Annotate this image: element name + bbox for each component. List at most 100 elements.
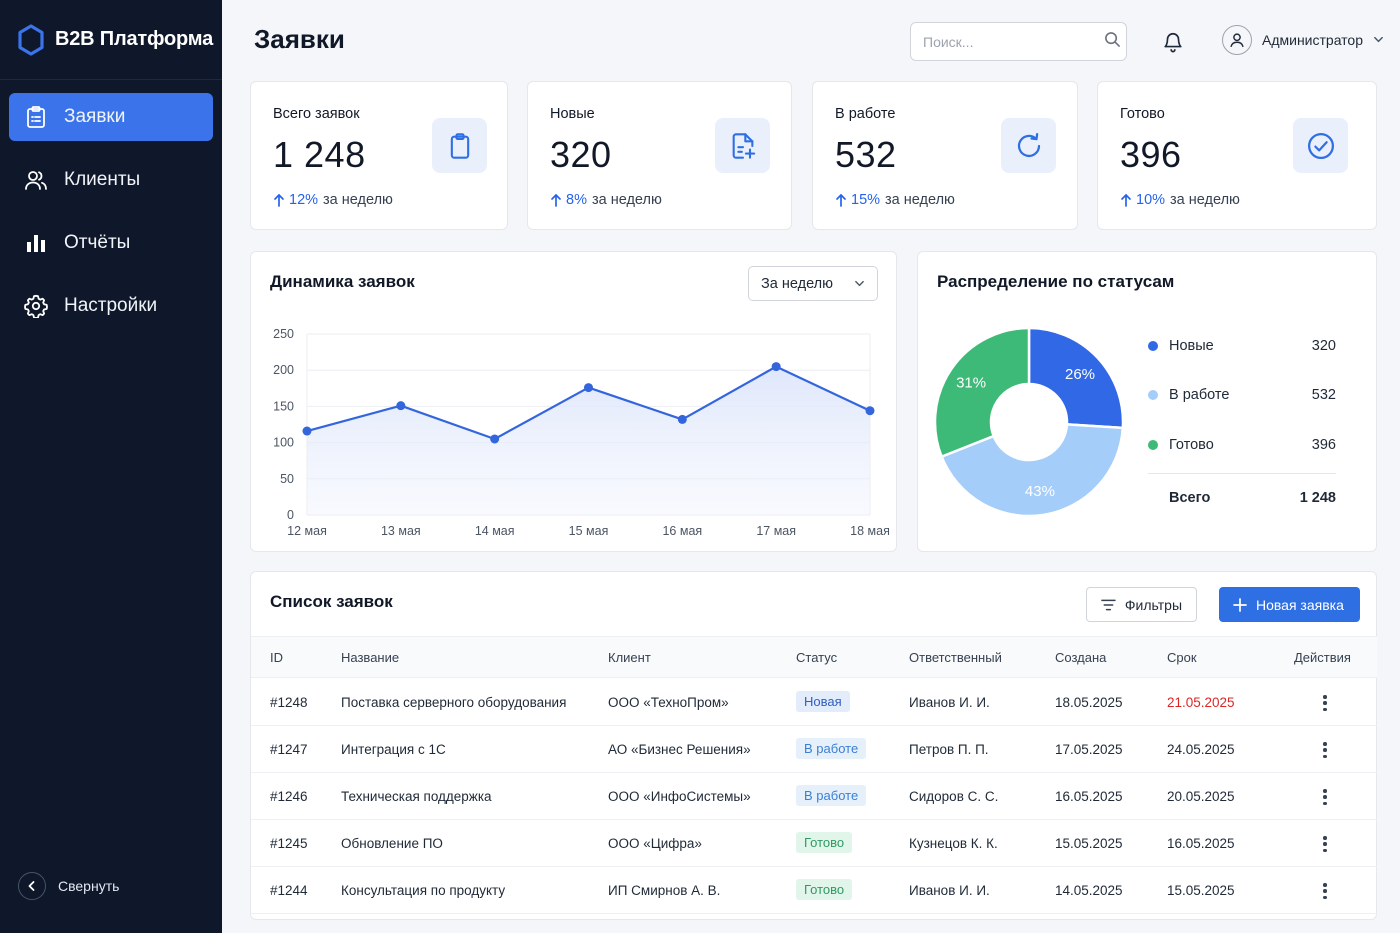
donut-slice — [1027, 326, 1125, 430]
search-box[interactable] — [910, 22, 1127, 61]
sidebar-nav: Заявки Клиенты Отчёты Настройки — [0, 80, 222, 330]
cell-id: #1245 — [270, 836, 308, 851]
filters-button[interactable]: Фильтры — [1086, 587, 1197, 622]
requests-table-panel: Список заявок Фильтры Новая заявка ID На… — [250, 571, 1377, 920]
status-badge: Готово — [796, 832, 853, 853]
distribution-title: Распределение по статусам — [937, 272, 1175, 291]
stat-trend: 12% за неделю — [273, 192, 393, 208]
bar-chart-icon — [23, 230, 49, 256]
table-row[interactable]: #1247 Интеграция с 1С АО «Бизнес Решения» В… — [251, 726, 1377, 773]
slice-label: 43% — [1025, 483, 1055, 500]
column-header-client[interactable]: Клиент — [608, 650, 651, 665]
sidebar-item-settings[interactable]: Настройки — [9, 282, 213, 330]
search-icon[interactable] — [1104, 31, 1121, 53]
table-row[interactable]: #1244 Консультация по продукту ИП Смирнов … — [251, 867, 1377, 914]
new-request-button[interactable]: Новая заявка — [1219, 587, 1360, 622]
data-point — [584, 383, 593, 393]
arrow-up-icon — [836, 194, 846, 207]
stat-percent: 12% — [289, 192, 319, 208]
avatar-icon — [1222, 25, 1252, 55]
chevron-down-icon — [1373, 32, 1384, 48]
legend-total-value: 1 248 — [1299, 490, 1336, 506]
cell-owner: Сидоров С. С. — [909, 789, 999, 804]
sidebar-item-label: Заявки — [64, 106, 126, 127]
sidebar-item-requests[interactable]: Заявки — [9, 93, 213, 141]
status-badge: Готово — [796, 879, 853, 900]
y-tick-label: 100 — [273, 436, 294, 450]
status-badge: В работе — [796, 738, 867, 759]
data-point — [490, 434, 500, 444]
period-select-value: За неделю — [761, 275, 833, 292]
stat-card-done: Готово 396 10% за неделю — [1097, 81, 1377, 230]
more-vertical-icon[interactable] — [1315, 834, 1335, 854]
data-point — [396, 401, 406, 411]
stat-card-new: Новые 320 8% за неделю — [527, 81, 792, 230]
collapse-label: Свернуть — [58, 878, 120, 894]
y-tick-label: 50 — [280, 472, 294, 486]
cell-client: ООО «Цифра» — [608, 836, 702, 851]
cell-name: Консультация по продукту — [341, 883, 506, 898]
cell-id: #1248 — [270, 695, 308, 710]
brand[interactable]: B2B Платформа — [0, 0, 222, 80]
more-vertical-icon[interactable] — [1315, 740, 1335, 760]
cell-client: АО «Бизнес Решения» — [608, 742, 751, 757]
stat-trend: 15% за неделю — [835, 192, 955, 208]
donut-slice — [933, 326, 1031, 459]
legend-value: 532 — [1311, 387, 1336, 403]
cell-owner: Иванов И. И. — [909, 883, 990, 898]
column-header-name[interactable]: Название — [341, 650, 400, 665]
status-badge: Новая — [796, 691, 850, 712]
cell-due: 20.05.2025 — [1167, 789, 1235, 804]
arrow-up-icon — [1121, 194, 1131, 207]
chevron-down-icon — [855, 280, 864, 287]
period-select[interactable]: За неделю — [748, 266, 878, 301]
plus-icon — [1233, 597, 1247, 612]
status-donut-chart: 26% 43% 31% — [933, 326, 1125, 518]
sidebar-item-reports[interactable]: Отчёты — [9, 219, 213, 267]
cell-name: Поставка серверного оборудования — [341, 695, 567, 710]
user-name: Администратор — [1262, 32, 1364, 48]
more-vertical-icon[interactable] — [1315, 881, 1335, 901]
cell-created: 14.05.2025 — [1055, 883, 1123, 898]
column-header-created[interactable]: Создана — [1055, 650, 1107, 665]
column-header-status[interactable]: Статус — [796, 650, 838, 665]
more-vertical-icon[interactable] — [1315, 693, 1335, 713]
donut-slice — [939, 423, 1125, 518]
new-request-label: Новая заявка — [1256, 596, 1344, 613]
stat-percent: 10% — [1136, 192, 1166, 208]
table-row[interactable]: #1245 Обновление ПО ООО «Цифра» Готово Кузне… — [251, 820, 1377, 867]
slice-label: 26% — [1065, 366, 1095, 383]
column-header-owner[interactable]: Ответственный — [909, 650, 1002, 665]
sidebar-item-clients[interactable]: Клиенты — [9, 156, 213, 204]
dynamics-line-chart: 0 50 100 150 200 250 12 мая 13 мая 14 мая 15 мая 1… — [273, 327, 890, 538]
chevron-left-icon — [18, 872, 46, 900]
y-tick-label: 150 — [273, 399, 294, 413]
distribution-panel: Распределение по статусам 26% 43% 31% Новы… — [917, 251, 1377, 552]
table-row[interactable]: #1246 Техническая поддержка ООО «ИнфоСисте… — [251, 773, 1377, 820]
stat-value: 396 — [1120, 134, 1182, 175]
legend-item-new: Новые 320 — [1148, 338, 1336, 354]
cell-name: Обновление ПО — [341, 836, 443, 851]
legend-total: Всего 1 248 — [1148, 490, 1336, 506]
stat-percent: 15% — [851, 192, 881, 208]
cell-id: #1247 — [270, 742, 308, 757]
column-header-actions: Действия — [1294, 650, 1351, 665]
stat-period: за неделю — [591, 192, 662, 208]
cell-id: #1244 — [270, 883, 308, 898]
table-row[interactable]: #1248 Поставка серверного оборудования ООО… — [251, 679, 1377, 726]
cell-owner: Кузнецов К. К. — [909, 836, 998, 851]
cell-due: 15.05.2025 — [1167, 883, 1235, 898]
user-menu[interactable]: Администратор — [1222, 25, 1384, 55]
column-header-due[interactable]: Срок — [1167, 650, 1197, 665]
brand-name: B2B Платформа — [55, 28, 214, 50]
series-area — [307, 366, 870, 515]
more-vertical-icon[interactable] — [1315, 787, 1335, 807]
search-input[interactable] — [923, 33, 1104, 50]
legend-divider — [1148, 473, 1336, 474]
notifications-bell-icon[interactable] — [1160, 29, 1186, 55]
cell-name: Техническая поддержка — [341, 789, 492, 804]
table-title: Список заявок — [270, 592, 393, 611]
hexagon-logo-icon — [18, 23, 44, 56]
collapse-sidebar-button[interactable]: Свернуть — [18, 872, 119, 900]
column-header-id[interactable]: ID — [270, 650, 283, 665]
